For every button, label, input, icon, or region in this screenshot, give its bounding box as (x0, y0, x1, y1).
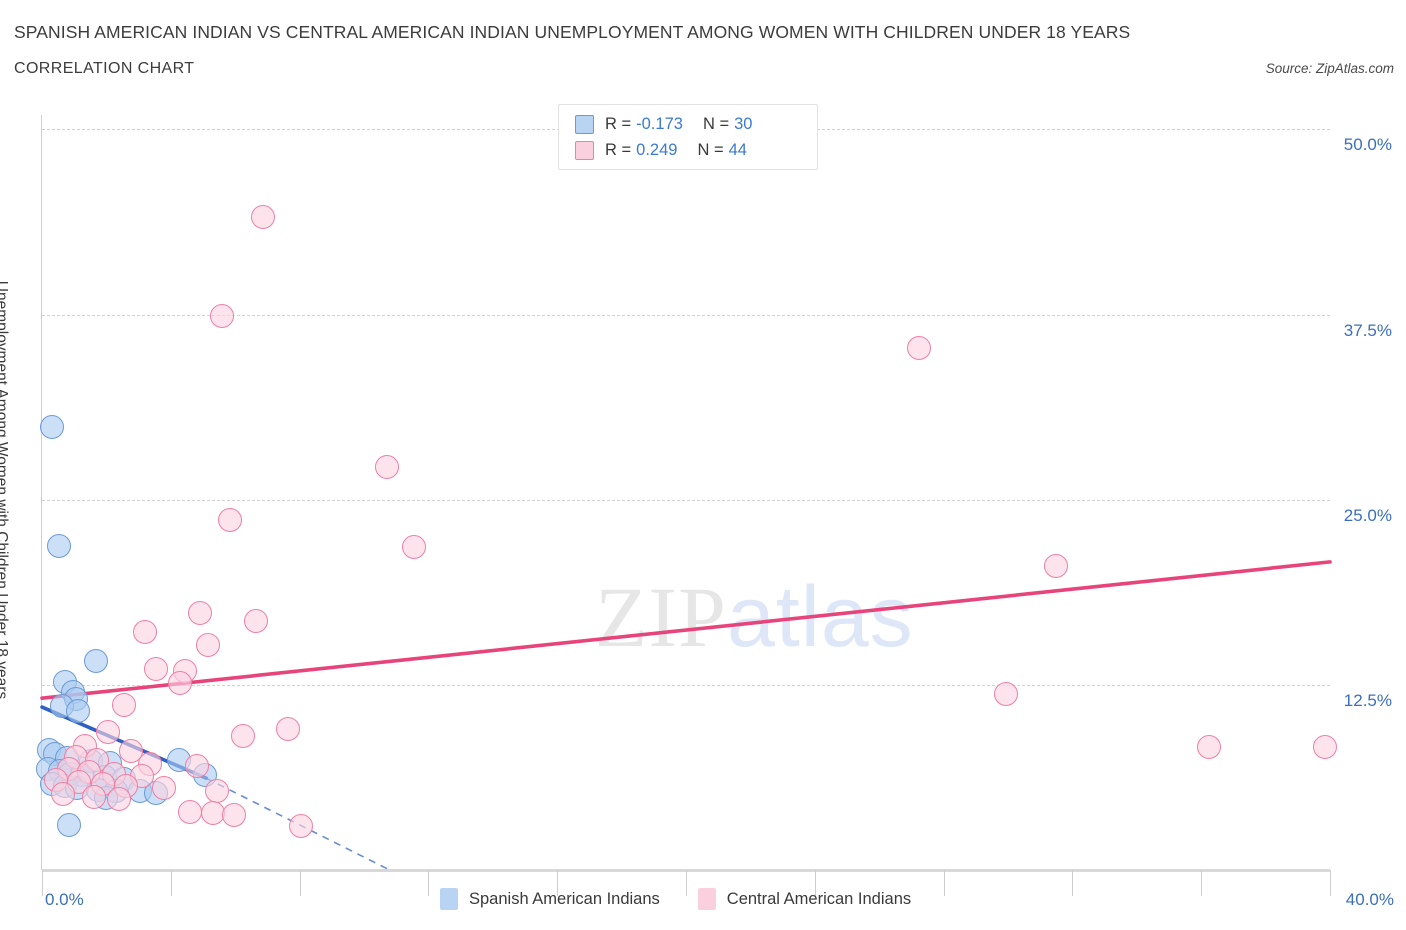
scatter-point[interactable] (84, 649, 109, 674)
legend-label-central: Central American Indians (726, 889, 912, 908)
scatter-point[interactable] (184, 753, 209, 778)
scatter-point[interactable] (57, 812, 82, 837)
scatter-point[interactable] (144, 656, 169, 681)
scatter-point[interactable] (289, 814, 314, 839)
x-axis-tick (428, 870, 430, 896)
stats-n-value-pink: 44 (728, 140, 747, 159)
y-axis-title-text: Unemployment Among Women with Children U… (0, 280, 10, 700)
gridline (42, 499, 1330, 501)
scatter-point[interactable] (276, 716, 301, 741)
x-axis-tick (42, 870, 43, 896)
scatter-point[interactable] (907, 335, 932, 360)
stats-r-label-pink: R = (605, 140, 632, 159)
scatter-point[interactable] (187, 601, 212, 625)
scatter-point[interactable] (374, 455, 399, 480)
scatter-point[interactable] (1313, 735, 1338, 760)
series-legend: Spanish American Indians Central America… (440, 888, 911, 910)
scatter-point[interactable] (1044, 554, 1069, 579)
scatter-point[interactable] (994, 681, 1019, 706)
x-axis-tick (943, 870, 945, 896)
correlation-stats-box: R = -0.173 N = 30 R = 0.249 N = 44 (558, 104, 818, 170)
y-axis-tick-label: 25.0% (1343, 505, 1392, 525)
y-axis-tick-label: 12.5% (1343, 690, 1392, 710)
x-axis-tick (1201, 870, 1203, 896)
scatter-point[interactable] (133, 619, 158, 644)
y-axis-tick-label: 50.0% (1343, 135, 1392, 155)
gridline (42, 684, 1330, 686)
y-axis-tick-label: 37.5% (1343, 320, 1392, 340)
watermark: ZIPatlas (595, 567, 914, 667)
scatter-point[interactable] (152, 775, 177, 800)
x-axis-max-label: 40.0% (1345, 890, 1394, 909)
watermark-zip: ZIP (595, 569, 727, 665)
scatter-point[interactable] (200, 800, 225, 825)
stats-swatch-blue (575, 114, 594, 134)
scatter-point[interactable] (1197, 735, 1222, 760)
scatter-point[interactable] (221, 803, 246, 828)
source-label: Source: ZipAtlas.com (1265, 61, 1394, 76)
x-axis-tick (1330, 870, 1331, 896)
x-axis-tick (814, 870, 816, 896)
chart-subtitle: CORRELATION CHART (14, 60, 195, 77)
stats-r-label-blue: R = (605, 114, 632, 133)
legend-item-central[interactable]: Central American Indians (697, 888, 912, 910)
scatter-point[interactable] (195, 632, 220, 657)
scatter-point[interactable] (66, 698, 91, 723)
scatter-point[interactable] (250, 204, 275, 229)
scatter-point[interactable] (231, 723, 256, 748)
gridline (42, 314, 1330, 316)
scatter-point[interactable] (112, 692, 137, 717)
x-axis-tick (1072, 870, 1074, 896)
stats-r-value-blue: -0.173 (636, 114, 683, 133)
scatter-point[interactable] (81, 784, 106, 809)
scatter-point[interactable] (218, 508, 243, 533)
x-axis-tick (299, 870, 301, 896)
legend-item-spanish[interactable]: Spanish American Indians (440, 888, 660, 910)
stats-n-value-blue: 30 (734, 114, 753, 133)
scatter-point[interactable] (39, 415, 64, 440)
stats-n-label-blue: N = (702, 114, 730, 133)
stats-row-blue: R = -0.173 N = 30 (575, 111, 752, 137)
trend-lines (40, 560, 1332, 871)
stats-row-pink: R = 0.249 N = 44 (575, 137, 747, 163)
legend-swatch-central (697, 888, 716, 910)
stats-swatch-pink (575, 140, 594, 160)
scatter-point[interactable] (96, 719, 120, 744)
stats-n-label-pink: N = (697, 140, 724, 159)
x-axis-tick (170, 870, 172, 896)
legend-label-spanish: Spanish American Indians (469, 889, 660, 908)
scatter-point[interactable] (168, 671, 193, 696)
x-axis-min-label: 0.0% (45, 890, 84, 909)
y-axis-title: Unemployment Among Women with Children U… (0, 0, 14, 699)
scatter-point[interactable] (50, 782, 75, 807)
legend-swatch-spanish (440, 888, 458, 910)
scatter-point[interactable] (401, 535, 426, 560)
x-axis-tick (557, 870, 559, 896)
plot-area: ZIPatlas (35, 115, 1338, 896)
scatter-point[interactable] (46, 533, 71, 558)
scatter-point[interactable] (107, 786, 132, 811)
stats-r-value-pink: 0.249 (636, 140, 678, 159)
scatter-point[interactable] (178, 800, 203, 825)
x-axis-tick (686, 870, 687, 896)
y-axis-line (41, 115, 42, 870)
scatter-point[interactable] (210, 304, 235, 328)
scatter-point[interactable] (205, 778, 230, 803)
watermark-atlas: atlas (727, 569, 914, 665)
scatter-point[interactable] (244, 609, 269, 634)
page-title: SPANISH AMERICAN INDIAN VS CENTRAL AMERI… (14, 22, 1131, 42)
